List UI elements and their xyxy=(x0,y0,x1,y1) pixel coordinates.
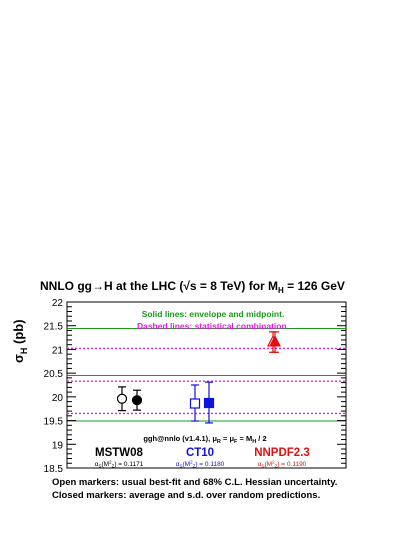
footnote-open-markers: Open markers: usual best-fit and 68% C.L… xyxy=(52,477,337,488)
footnote-closed-markers: Closed markers: average and s.d. over ra… xyxy=(52,490,320,501)
group-alpha-nnpdf23: αS(M2Z) = 0.1190 xyxy=(258,460,307,469)
plot-frame xyxy=(66,301,347,469)
legend-solid-lines: Solid lines: envelope and midpoint. xyxy=(142,309,285,319)
y-tick-label: 21.5 xyxy=(44,322,64,333)
y-axis-label: σH (pb) xyxy=(11,319,29,363)
y-tick-label: 22 xyxy=(52,298,64,309)
reference-lines xyxy=(67,328,346,422)
open-square-marker xyxy=(189,398,201,409)
open-circle-marker xyxy=(116,393,128,404)
filled-triangle-marker xyxy=(269,335,281,347)
group-alpha-mstw08: αS(M2Z) = 0.1171 xyxy=(95,460,144,469)
group-label-mstw08: MSTW08 xyxy=(95,447,144,459)
chart-title: NNLO gg→H at the LHC (√s = 8 TeV) for MH… xyxy=(40,279,345,295)
group-label-nnpdf23: NNPDF2.3 xyxy=(254,447,310,459)
y-tick-label: 19.5 xyxy=(44,417,64,428)
group-label-ct10: CT10 xyxy=(186,447,214,459)
y-tick-label: 18.5 xyxy=(44,464,64,475)
filled-circle-marker xyxy=(131,395,143,406)
y-tick-label: 21 xyxy=(52,345,64,356)
group-alpha-ct10: αS(M2Z) = 0.1180 xyxy=(176,460,225,469)
y-tick-label: 19 xyxy=(52,440,64,451)
legend-dashed-lines: Dashed lines: statistical combination. xyxy=(137,321,289,331)
y-tick-label: 20.5 xyxy=(44,369,64,380)
filled-square-marker xyxy=(203,397,215,409)
y-tick-label: 20 xyxy=(52,393,64,404)
data-points xyxy=(116,331,281,424)
program-note: ggh@nnlo (v1.4.1), μR = μF = MH / 2 xyxy=(143,434,266,445)
y-axis-ticks: 18.5 19 19.5 20 20.5 21 21.5 22 xyxy=(44,298,346,475)
